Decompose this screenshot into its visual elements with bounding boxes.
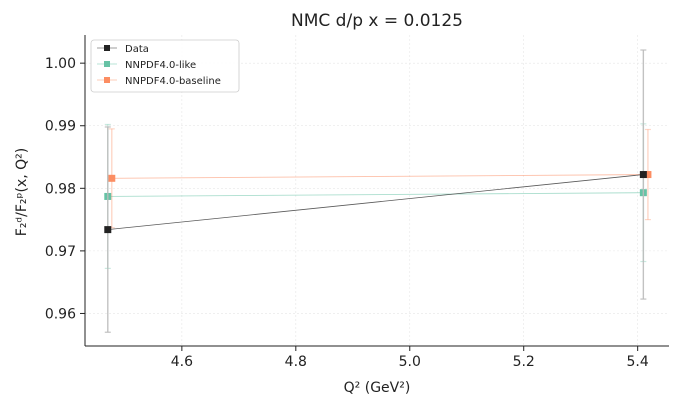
ticks: 4.6 4.8 5.0 5.2 5.4 0.96 0.97 0.98 0.99 1.00 [45,56,649,370]
y-tick-label: 0.97 [45,244,76,260]
x-tick-label: 4.8 [285,354,307,370]
data-point [639,171,647,179]
x-tick-label: 5.0 [399,354,421,370]
data-point [108,174,116,182]
plot-area [104,49,652,333]
y-axis-label: F₂ᵈ/F₂ᵖ(x, Q²) [14,148,30,236]
legend-box [90,39,240,93]
y-tick-label: 0.99 [45,119,76,135]
series-line [111,174,648,179]
legend-marker [104,61,110,67]
y-tick-label: 0.98 [45,181,76,197]
legend-label: NNPDF4.0-like [125,60,196,71]
series-nnpdf4-0-like [104,123,647,270]
legend-marker [104,45,110,51]
x-tick-label: 5.4 [627,354,649,370]
legend-label: Data [125,44,149,55]
legend-marker [104,77,110,83]
x-axis-label: Q² (GeV²) [344,380,411,396]
x-tick-label: 4.6 [171,354,193,370]
legend: Data NNPDF4.0-like NNPDF4.0-baseline [90,39,240,93]
data-point [104,226,112,234]
y-tick-label: 1.00 [45,56,76,72]
series-nnpdf4-0-baseline [108,128,652,229]
y-tick-label: 0.96 [45,306,76,322]
series-line [107,192,644,197]
grid [85,35,669,346]
x-tick-label: 5.2 [513,354,535,370]
chart-title: NMC d/p x = 0.0125 [291,11,463,31]
series-line [107,174,644,231]
legend-label: NNPDF4.0-baseline [125,76,221,87]
series-data [104,49,647,333]
data-point [644,171,652,179]
